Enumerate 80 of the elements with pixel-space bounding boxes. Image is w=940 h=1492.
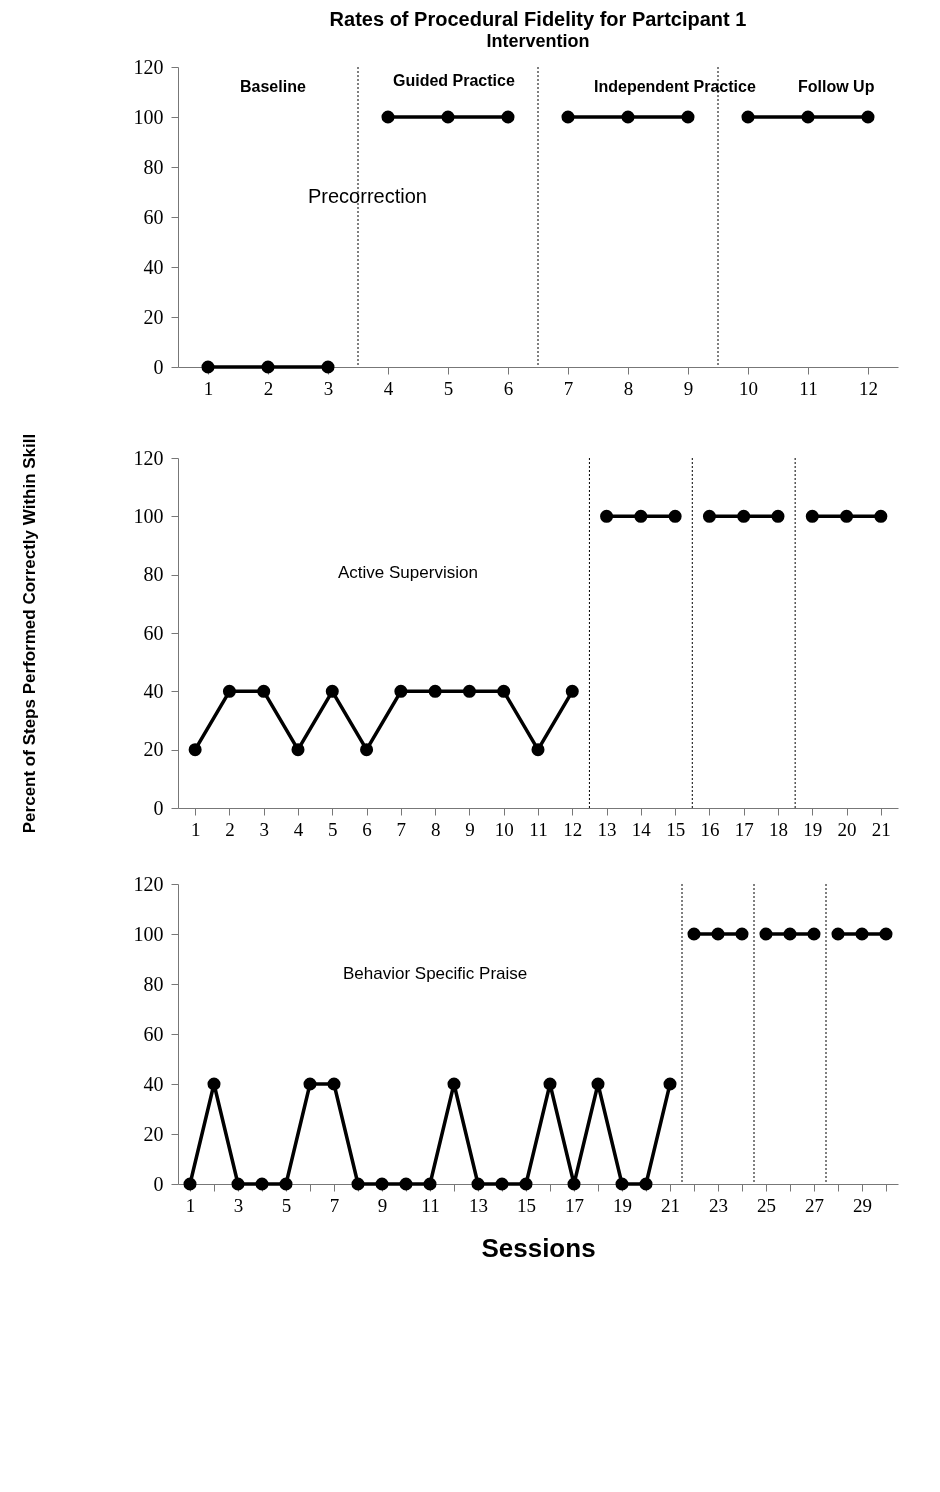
x-tick-label: 16 — [700, 818, 720, 840]
x-tick-label: 21 — [661, 1194, 680, 1216]
x-tick-label: 12 — [859, 377, 878, 399]
y-tick-label: 100 — [133, 105, 164, 128]
x-tick-label: 21 — [871, 818, 891, 840]
x-tick-label: 7 — [396, 818, 407, 840]
y-tick-label: 60 — [143, 621, 164, 644]
x-tick-label: 13 — [469, 1194, 488, 1216]
x-tick-label: 6 — [503, 377, 514, 399]
x-tick-label: 25 — [757, 1194, 776, 1216]
x-tick-label: 11 — [529, 818, 548, 840]
y-tick-label: 80 — [143, 155, 164, 178]
x-tick-label: 5 — [443, 377, 454, 399]
y-tick-label: 120 — [133, 446, 164, 469]
x-tick-label: 12 — [563, 818, 583, 840]
y-tick-label: 100 — [133, 504, 164, 527]
chart-title: Rates of Procedural Fidelity for Partcipant 1 — [329, 8, 747, 30]
y-tick-label: 100 — [133, 922, 164, 945]
x-tick-label: 9 — [683, 377, 694, 399]
annotation: Independent Practice — [594, 78, 756, 95]
y-tick-label: 60 — [143, 205, 164, 228]
x-tick-label: 11 — [799, 377, 818, 399]
x-tick-label: 17 — [565, 1194, 584, 1216]
y-tick-label: 0 — [153, 1172, 164, 1195]
y-tick-label: 40 — [143, 679, 164, 702]
x-tick-label: 9 — [377, 1194, 388, 1216]
y-tick-label: 80 — [143, 972, 164, 995]
chart-subtitle: Intervention — [486, 31, 590, 51]
x-tick-label: 19 — [803, 818, 823, 840]
x-tick-label: 10 — [739, 377, 758, 399]
annotation: Follow Up — [798, 78, 875, 95]
y-tick-label: 120 — [133, 872, 164, 895]
y-tick-label: 20 — [143, 305, 164, 328]
y-tick-label: 40 — [143, 1072, 164, 1095]
y-axis-title: Percent of Steps Performed Correctly Within Skill — [19, 433, 39, 834]
x-tick-label: 23 — [709, 1194, 728, 1216]
x-tick-label: 3 — [259, 818, 269, 840]
annotation: Baseline — [240, 78, 306, 95]
x-tick-label: 9 — [465, 818, 475, 840]
x-tick-label: 5 — [281, 1194, 292, 1216]
x-tick-label: 20 — [837, 818, 857, 840]
x-tick-label: 18 — [769, 818, 788, 840]
annotation: Precorrection — [308, 185, 427, 207]
x-axis-title: Sessions — [481, 1232, 596, 1263]
y-tick-label: 20 — [143, 1122, 164, 1145]
x-tick-label: 3 — [323, 377, 334, 399]
x-tick-label: 4 — [383, 377, 394, 399]
x-tick-label: 17 — [734, 818, 754, 840]
y-tick-label: 120 — [133, 55, 164, 78]
x-tick-label: 13 — [597, 818, 617, 840]
x-tick-label: 11 — [421, 1194, 440, 1216]
x-tick-label: 5 — [328, 818, 338, 840]
x-tick-label: 7 — [329, 1194, 340, 1216]
x-tick-label: 19 — [613, 1194, 632, 1216]
y-tick-label: 0 — [153, 355, 164, 378]
x-tick-label: 10 — [494, 818, 514, 840]
x-tick-label: 15 — [666, 818, 686, 840]
x-tick-label: 2 — [263, 377, 274, 399]
annotation: Guided Practice — [393, 72, 515, 89]
y-tick-label: 80 — [143, 563, 164, 586]
annotation: Active Supervision — [338, 563, 478, 582]
x-tick-label: 29 — [853, 1194, 872, 1216]
x-tick-label: 14 — [631, 818, 652, 840]
x-tick-label: 8 — [430, 818, 441, 840]
x-tick-label: 1 — [203, 377, 214, 399]
x-tick-label: 3 — [233, 1194, 244, 1216]
y-tick-label: 20 — [143, 738, 164, 761]
annotation: Behavior Specific Praise — [343, 964, 528, 983]
x-tick-label: 2 — [225, 818, 235, 840]
y-tick-label: 60 — [143, 1022, 164, 1045]
x-tick-label: 6 — [362, 818, 372, 840]
x-tick-label: 1 — [190, 818, 201, 840]
x-tick-label: 8 — [623, 377, 634, 399]
x-tick-label: 27 — [805, 1194, 824, 1216]
x-tick-label: 1 — [185, 1194, 196, 1216]
x-tick-label: 15 — [517, 1194, 536, 1216]
x-tick-label: 7 — [563, 377, 574, 399]
y-tick-label: 0 — [153, 796, 164, 819]
y-tick-label: 40 — [143, 255, 164, 278]
x-tick-label: 4 — [293, 818, 304, 840]
